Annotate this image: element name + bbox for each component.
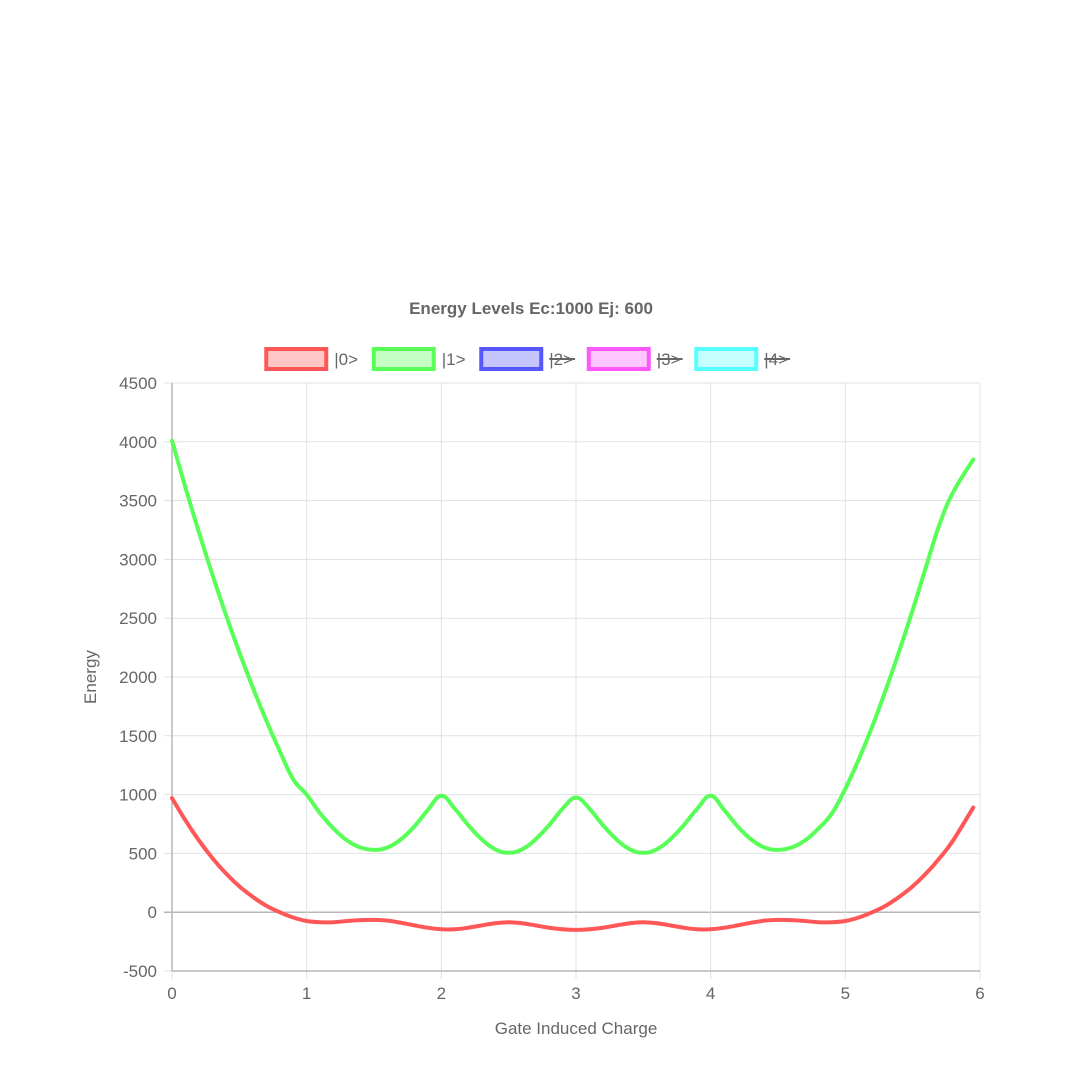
legend-swatch: [694, 347, 759, 371]
series-line-0: [170, 796, 976, 932]
x-tick-label: 6: [975, 984, 984, 1003]
legend-label: |0>: [334, 350, 358, 369]
y-tick-label: 4500: [119, 374, 157, 393]
y-tick-label: 3500: [119, 492, 157, 511]
x-tick-label: 2: [437, 984, 446, 1003]
legend-swatch: [586, 347, 651, 371]
legend-swatch: [479, 347, 544, 371]
x-tick-label: 1: [302, 984, 311, 1003]
chart-title: Energy Levels Ec:1000 Ej: 600: [409, 299, 653, 318]
y-tick-label: 2000: [119, 668, 157, 687]
legend-swatch: [371, 347, 436, 371]
legend-item-1[interactable]: |1>: [371, 347, 466, 371]
legend-swatch: [264, 347, 329, 371]
y-tick-label: 0: [148, 903, 157, 922]
y-tick-label: 500: [129, 844, 157, 863]
y-tick-label: 3000: [119, 550, 157, 569]
x-tick-label: 0: [167, 984, 176, 1003]
legend-item-4[interactable]: |4>: [694, 347, 791, 371]
series-group: [170, 438, 976, 932]
y-axis-title: Energy: [81, 650, 100, 704]
legend-item-0[interactable]: |0>: [264, 347, 358, 371]
x-tick-label: 3: [571, 984, 580, 1003]
y-tick-label: 2500: [119, 609, 157, 628]
y-tick-label: -500: [123, 962, 157, 981]
grid: [164, 382, 981, 979]
x-tick-label: 4: [706, 984, 715, 1003]
y-tick-label: 1000: [119, 786, 157, 805]
series-line-1: [170, 438, 976, 855]
legend: |0> |1> |2> |3> |4>: [264, 347, 791, 371]
legend-item-2[interactable]: |2>: [479, 347, 576, 371]
legend-label: |1>: [442, 350, 466, 369]
axes: 4500 4000 3500 3000 2500 2000 1500 1000 500 0 -500…: [119, 374, 985, 1003]
legend-item-3[interactable]: |3>: [586, 347, 683, 371]
x-axis-title: Gate Induced Charge: [495, 1019, 658, 1038]
y-tick-label: 4000: [119, 433, 157, 452]
y-tick-label: 1500: [119, 727, 157, 746]
x-tick-label: 5: [841, 984, 850, 1003]
